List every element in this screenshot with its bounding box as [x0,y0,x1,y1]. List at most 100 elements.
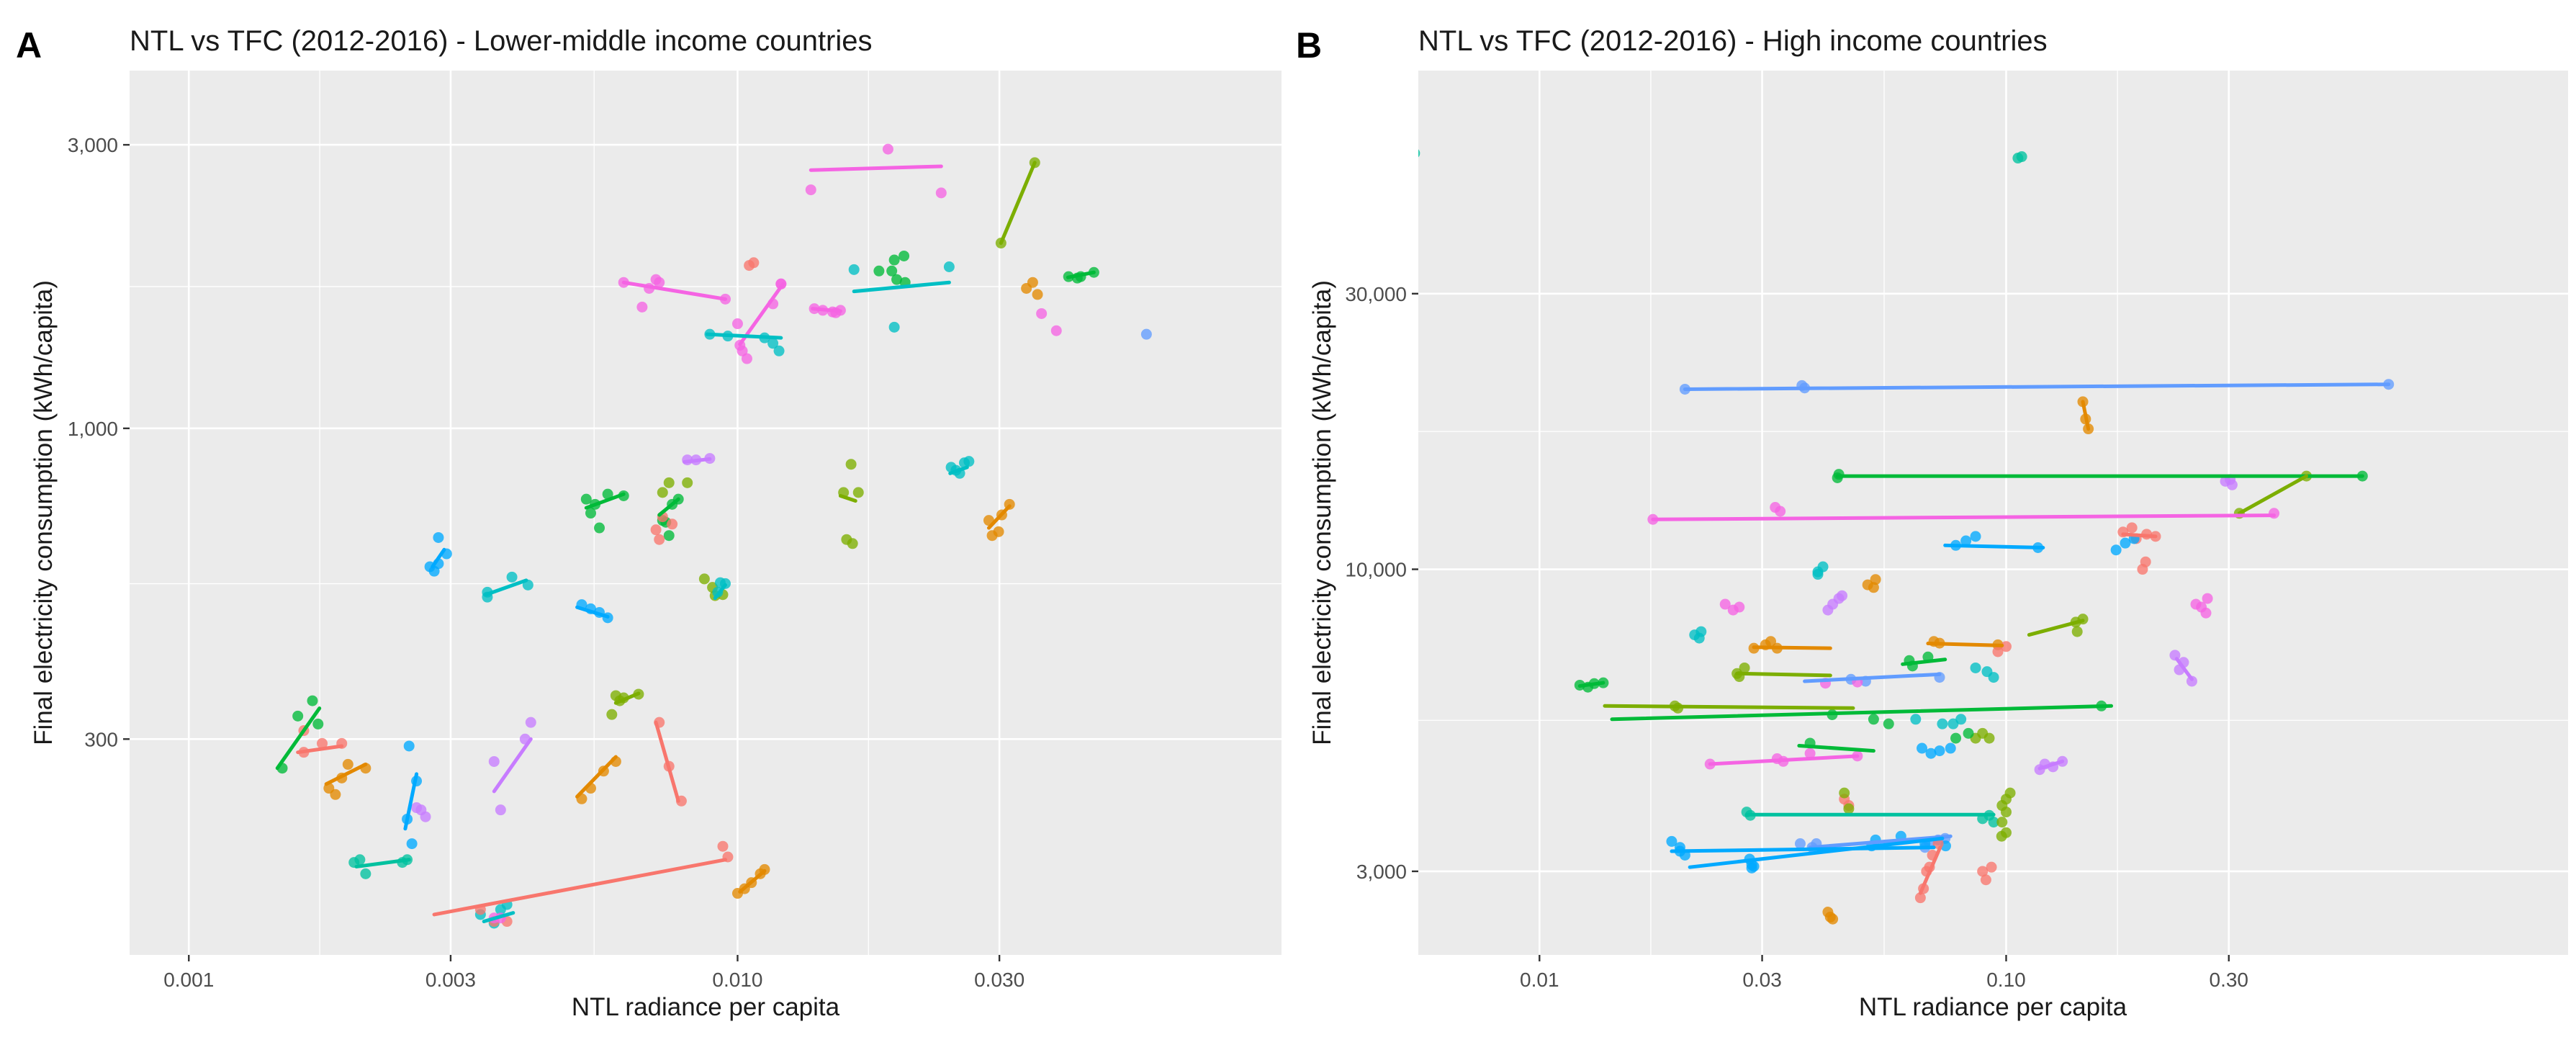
data-point [1914,892,1926,904]
data-point [1868,582,1879,593]
data-point [2071,626,2083,637]
panel-a-axes: 0.001 0.003 0.010 0.030 300 1,000 3,000 [68,134,1024,991]
data-point [845,459,857,470]
data-point [848,264,860,275]
panel-a-y-tick-label: 1,000 [68,418,118,440]
panel-b-series-group [1418,149,2395,925]
trend-line [432,858,727,917]
data-point [2200,607,2212,619]
trend-line [811,307,842,313]
data-point [891,274,903,285]
trend-line [2027,619,2085,637]
trend-line [1670,845,1936,853]
data-point [650,274,662,285]
data-point [852,487,864,498]
trend-line [1735,671,1832,678]
data-point [1883,718,1894,729]
data-point [882,143,893,155]
data-point [1837,590,1848,601]
data-point [963,456,975,467]
data-point [935,187,947,199]
data-point [406,838,418,850]
trend-line [809,164,943,172]
data-point [1027,277,1038,288]
panel-b-y-axis-title: Final electricity consumption (kWh/capit… [1308,280,1336,745]
data-point [1980,874,1991,886]
data-point [403,740,415,752]
data-point [1970,662,1981,673]
data-point [2000,827,2012,838]
data-point [1934,745,1945,757]
data-point [1817,561,1829,573]
data-point [1812,569,1824,580]
trend-line [1610,704,2114,722]
trend-line [738,282,785,346]
data-point [330,789,341,800]
data-point [602,488,613,500]
data-point [873,265,885,277]
panel-a-x-tick-label: 0.030 [974,969,1024,991]
data-point [506,571,518,583]
data-point [717,840,729,852]
data-point [993,526,1004,537]
trend-line [1918,845,1942,895]
data-point [2140,556,2151,567]
panel-a-title: NTL vs TFC (2012-2016) - Lower-middle in… [130,25,873,57]
trend-line [654,720,680,803]
data-point [1140,328,1152,340]
data-point [682,477,693,488]
data-point [1695,626,1707,637]
panel-a-series-group [275,143,1152,929]
panel-a: A NTL vs TFC (2012-2016) - Lower-middle … [16,25,1282,1021]
trend-line [1752,645,1832,650]
data-point [1925,748,1937,759]
data-point [1036,307,1048,319]
panel-a-x-tick-label: 0.001 [163,969,214,991]
data-point [888,321,900,333]
data-point [495,804,506,816]
panel-a-x-tick-label: 0.003 [425,969,476,991]
data-point [1050,325,1062,336]
trend-line [1651,513,2276,521]
panel-b-x-tick-label: 0.01 [1520,969,1559,991]
panel-b-plot-area [1418,71,2568,955]
trend-line [1577,681,1606,688]
trend-line [584,492,626,510]
data-point [312,718,324,729]
data-point [1970,531,1981,542]
data-point [2110,544,2122,556]
trend-line [1688,836,1945,869]
data-point [2000,641,2012,652]
data-point [488,755,500,767]
trend-line [1808,834,1953,850]
trend-line [484,578,528,597]
data-point [636,301,648,313]
trend-line [713,583,727,601]
data-point [2004,787,2016,799]
data-point [594,522,605,534]
trend-line [575,755,618,799]
trend-line [1797,743,1875,753]
panel-a-x-axis-title: NTL radiance per capita [572,993,840,1021]
trend-line [1943,543,2045,549]
trend-line [1066,270,1096,279]
panel-b-y-tick-label: 30,000 [1345,283,1407,305]
data-point [1917,742,1928,754]
trend-line [2037,759,2065,771]
panel-b-axes: 0.01 0.03 0.10 0.30 3,000 10,000 30,000 [1345,283,2248,991]
data-point [1418,149,1420,158]
data-point [1937,718,1948,729]
trend-line [613,691,641,705]
trend-line [683,457,712,464]
data-point [731,318,743,330]
data-point [1032,289,1043,300]
data-point [2016,151,2027,163]
data-point [1804,748,1816,759]
data-point [606,709,618,720]
data-point [698,573,710,585]
data-point [525,717,536,728]
trend-line [2121,532,2158,539]
data-point [1992,646,2004,657]
panel-a-y-tick-label: 3,000 [68,134,118,156]
